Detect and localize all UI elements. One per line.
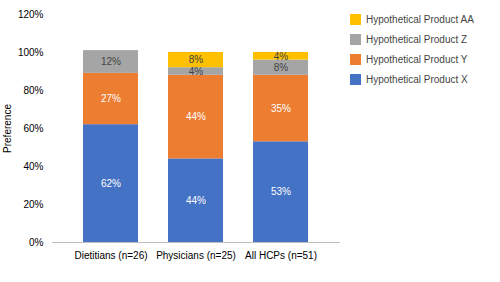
svg-text:27%: 27%	[101, 93, 121, 104]
svg-text:80%: 80%	[23, 85, 43, 96]
svg-text:4%: 4%	[189, 66, 204, 77]
svg-text:0%: 0%	[29, 237, 44, 248]
svg-text:53%: 53%	[271, 186, 291, 197]
svg-text:Physicians (n=25): Physicians (n=25)	[156, 250, 236, 261]
svg-text:Dietitians (n=26): Dietitians (n=26)	[74, 250, 147, 261]
svg-text:44%: 44%	[186, 111, 206, 122]
svg-text:12%: 12%	[101, 56, 121, 67]
svg-text:20%: 20%	[23, 199, 43, 210]
html-text:Hypothetical Product Z: Hypothetical Product Z	[366, 34, 468, 45]
svg-text:60%: 60%	[23, 123, 43, 134]
svg-text:40%: 40%	[23, 161, 43, 172]
svg-text:8%: 8%	[189, 54, 204, 65]
svg-text:4%: 4%	[274, 51, 289, 62]
svg-text:All HCPs (n=51): All HCPs (n=51)	[245, 250, 317, 261]
svg-text:Preference: Preference	[2, 104, 13, 153]
svg-text:62%: 62%	[101, 178, 121, 189]
svg-text:100%: 100%	[18, 47, 44, 58]
svg-text:8%: 8%	[274, 62, 289, 73]
html-text:Hypothetical Product X: Hypothetical Product X	[366, 74, 468, 85]
svg-text:44%: 44%	[186, 195, 206, 206]
html-text:Hypothetical Product AA: Hypothetical Product AA	[366, 14, 474, 25]
svg-text:35%: 35%	[271, 103, 291, 114]
html-text:Hypothetical Product Y: Hypothetical Product Y	[366, 54, 468, 65]
svg-text:120%: 120%	[18, 9, 44, 20]
